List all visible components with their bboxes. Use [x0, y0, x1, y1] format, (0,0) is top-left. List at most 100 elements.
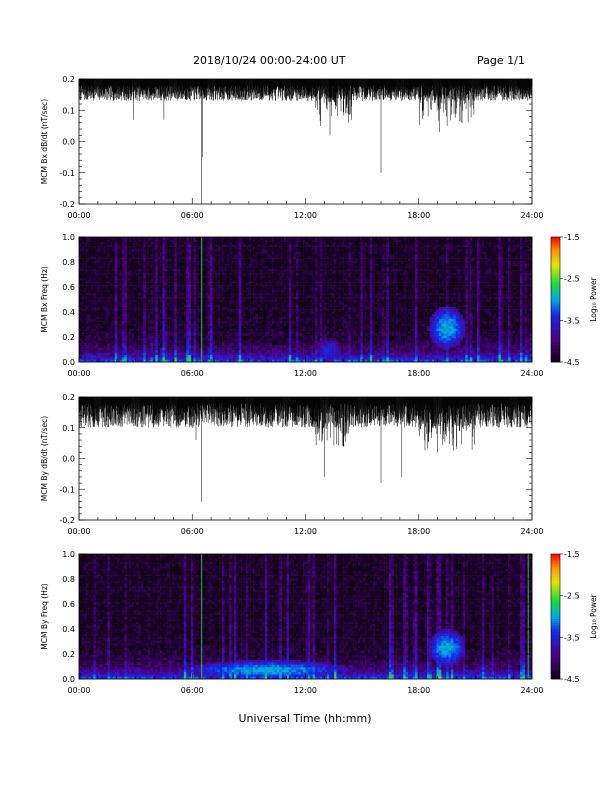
spectrogram-cell — [269, 299, 273, 303]
spectrogram-cell — [210, 280, 213, 283]
spectrogram-cell — [95, 282, 99, 286]
spectrogram-cell — [93, 357, 96, 360]
spectrogram-cell — [140, 359, 144, 363]
spectrogram-cell — [269, 328, 273, 331]
spectrogram-cell — [164, 311, 168, 315]
spectrogram-cell — [195, 313, 199, 317]
spectrogram-cell — [276, 261, 280, 264]
spectrogram-cell — [293, 328, 297, 331]
spectrogram-cell — [250, 311, 254, 315]
spectrogram-cell — [219, 359, 223, 363]
spectrogram-cell — [171, 285, 175, 288]
spectrogram-cell — [288, 340, 292, 344]
spectrogram-cell — [114, 249, 118, 252]
spectrogram-cell — [136, 273, 139, 276]
spectrogram-cell — [102, 318, 106, 322]
spectrogram-cell — [264, 292, 268, 295]
spectrogram-cell — [288, 325, 292, 329]
spectrogram-cell — [183, 275, 187, 279]
spectrogram-cell — [95, 323, 99, 327]
spectrogram-cell — [260, 292, 263, 295]
spectrogram-cell — [253, 306, 256, 310]
spectrogram-cell — [276, 263, 280, 267]
spectrogram-cell — [236, 330, 239, 334]
spectrogram-cell — [238, 313, 242, 317]
spectrogram-cell — [257, 253, 261, 257]
spectrogram-cell — [260, 237, 263, 240]
spectrogram-cell — [79, 294, 82, 298]
spectrogram-cell — [243, 289, 247, 293]
spectrogram-cell — [145, 261, 149, 264]
spectrogram-cell — [274, 301, 278, 305]
spectrogram-cell — [281, 321, 285, 324]
spectrogram-cell — [107, 349, 111, 353]
spectrogram-cell — [255, 335, 259, 339]
spectrogram-cell — [79, 237, 82, 240]
spectrogram-cell — [188, 246, 192, 250]
spectrogram-cell — [114, 237, 118, 240]
spectrogram-cell — [191, 246, 194, 250]
spectrogram-cell — [148, 256, 151, 259]
spectrogram-cell — [272, 335, 275, 339]
spectrogram-cell — [231, 280, 235, 283]
spectrogram-cell — [181, 280, 185, 283]
spectrogram-cell — [176, 328, 180, 331]
spectrogram-cell — [86, 357, 89, 360]
spectrogram-cell — [222, 357, 225, 360]
spectrogram-cell — [140, 241, 144, 245]
spectrogram-cell — [245, 285, 249, 288]
spectrogram-cell — [181, 253, 185, 257]
spectrogram-cell — [210, 304, 213, 307]
spectrogram-cell — [171, 241, 175, 245]
spectrogram-cell — [145, 306, 149, 310]
spectrogram-cell — [143, 311, 146, 315]
spectrogram-cell — [205, 294, 208, 298]
spectrogram-cell — [181, 318, 185, 322]
spectrogram-cell — [124, 311, 127, 315]
spectrogram-cell — [174, 304, 177, 307]
spectrogram-cell — [126, 337, 130, 341]
spectrogram-cell — [98, 357, 101, 360]
spectrogram-cell — [83, 275, 87, 279]
spectrogram-cell — [79, 306, 82, 310]
spectrogram-cell — [257, 306, 261, 310]
spectrogram-cell — [88, 249, 92, 252]
spectrogram-cell — [222, 261, 225, 264]
spectrogram-cell — [272, 268, 275, 271]
spectrogram-cell — [300, 285, 304, 288]
spectrogram-cell — [264, 241, 268, 245]
spectrogram-cell — [286, 352, 290, 356]
spectrogram-cell — [143, 318, 146, 322]
spectrogram-cell — [281, 297, 285, 300]
spectrogram-cell — [229, 306, 232, 310]
spectrogram-cell — [248, 292, 251, 295]
spectrogram-cell — [105, 352, 108, 356]
spectrogram-cell — [219, 277, 223, 281]
spectrogram-cell — [279, 294, 282, 298]
spectrogram-cell — [248, 330, 251, 334]
spectrogram-cell — [133, 342, 137, 346]
spectrogram-cell — [274, 273, 278, 276]
spectrogram-cell — [202, 273, 206, 276]
spectrogram-cell — [131, 275, 135, 279]
spectrogram-cell — [248, 239, 251, 243]
spectrogram-cell — [174, 294, 177, 298]
spectrogram-cell — [257, 337, 261, 341]
spectrogram-cell — [284, 309, 287, 312]
spectrogram-cell — [222, 277, 225, 281]
spectrogram-cell — [272, 311, 275, 315]
spectrogram-cell — [148, 258, 151, 262]
spectrogram-cell — [262, 347, 266, 351]
spectrogram-cell — [205, 345, 208, 348]
spectrogram-cell — [107, 289, 111, 293]
spectrogram-cell — [167, 299, 170, 303]
spectrogram-cell — [129, 249, 132, 252]
spectrogram-cell — [274, 251, 278, 255]
spectrogram-cell — [279, 304, 282, 307]
spectrogram-cell — [129, 340, 132, 344]
spectrogram-cell — [241, 330, 244, 334]
spectrogram-cell — [169, 277, 173, 281]
spectrogram-cell — [207, 328, 211, 331]
spectrogram-cell — [281, 359, 285, 363]
spectrogram-cell — [181, 299, 185, 303]
